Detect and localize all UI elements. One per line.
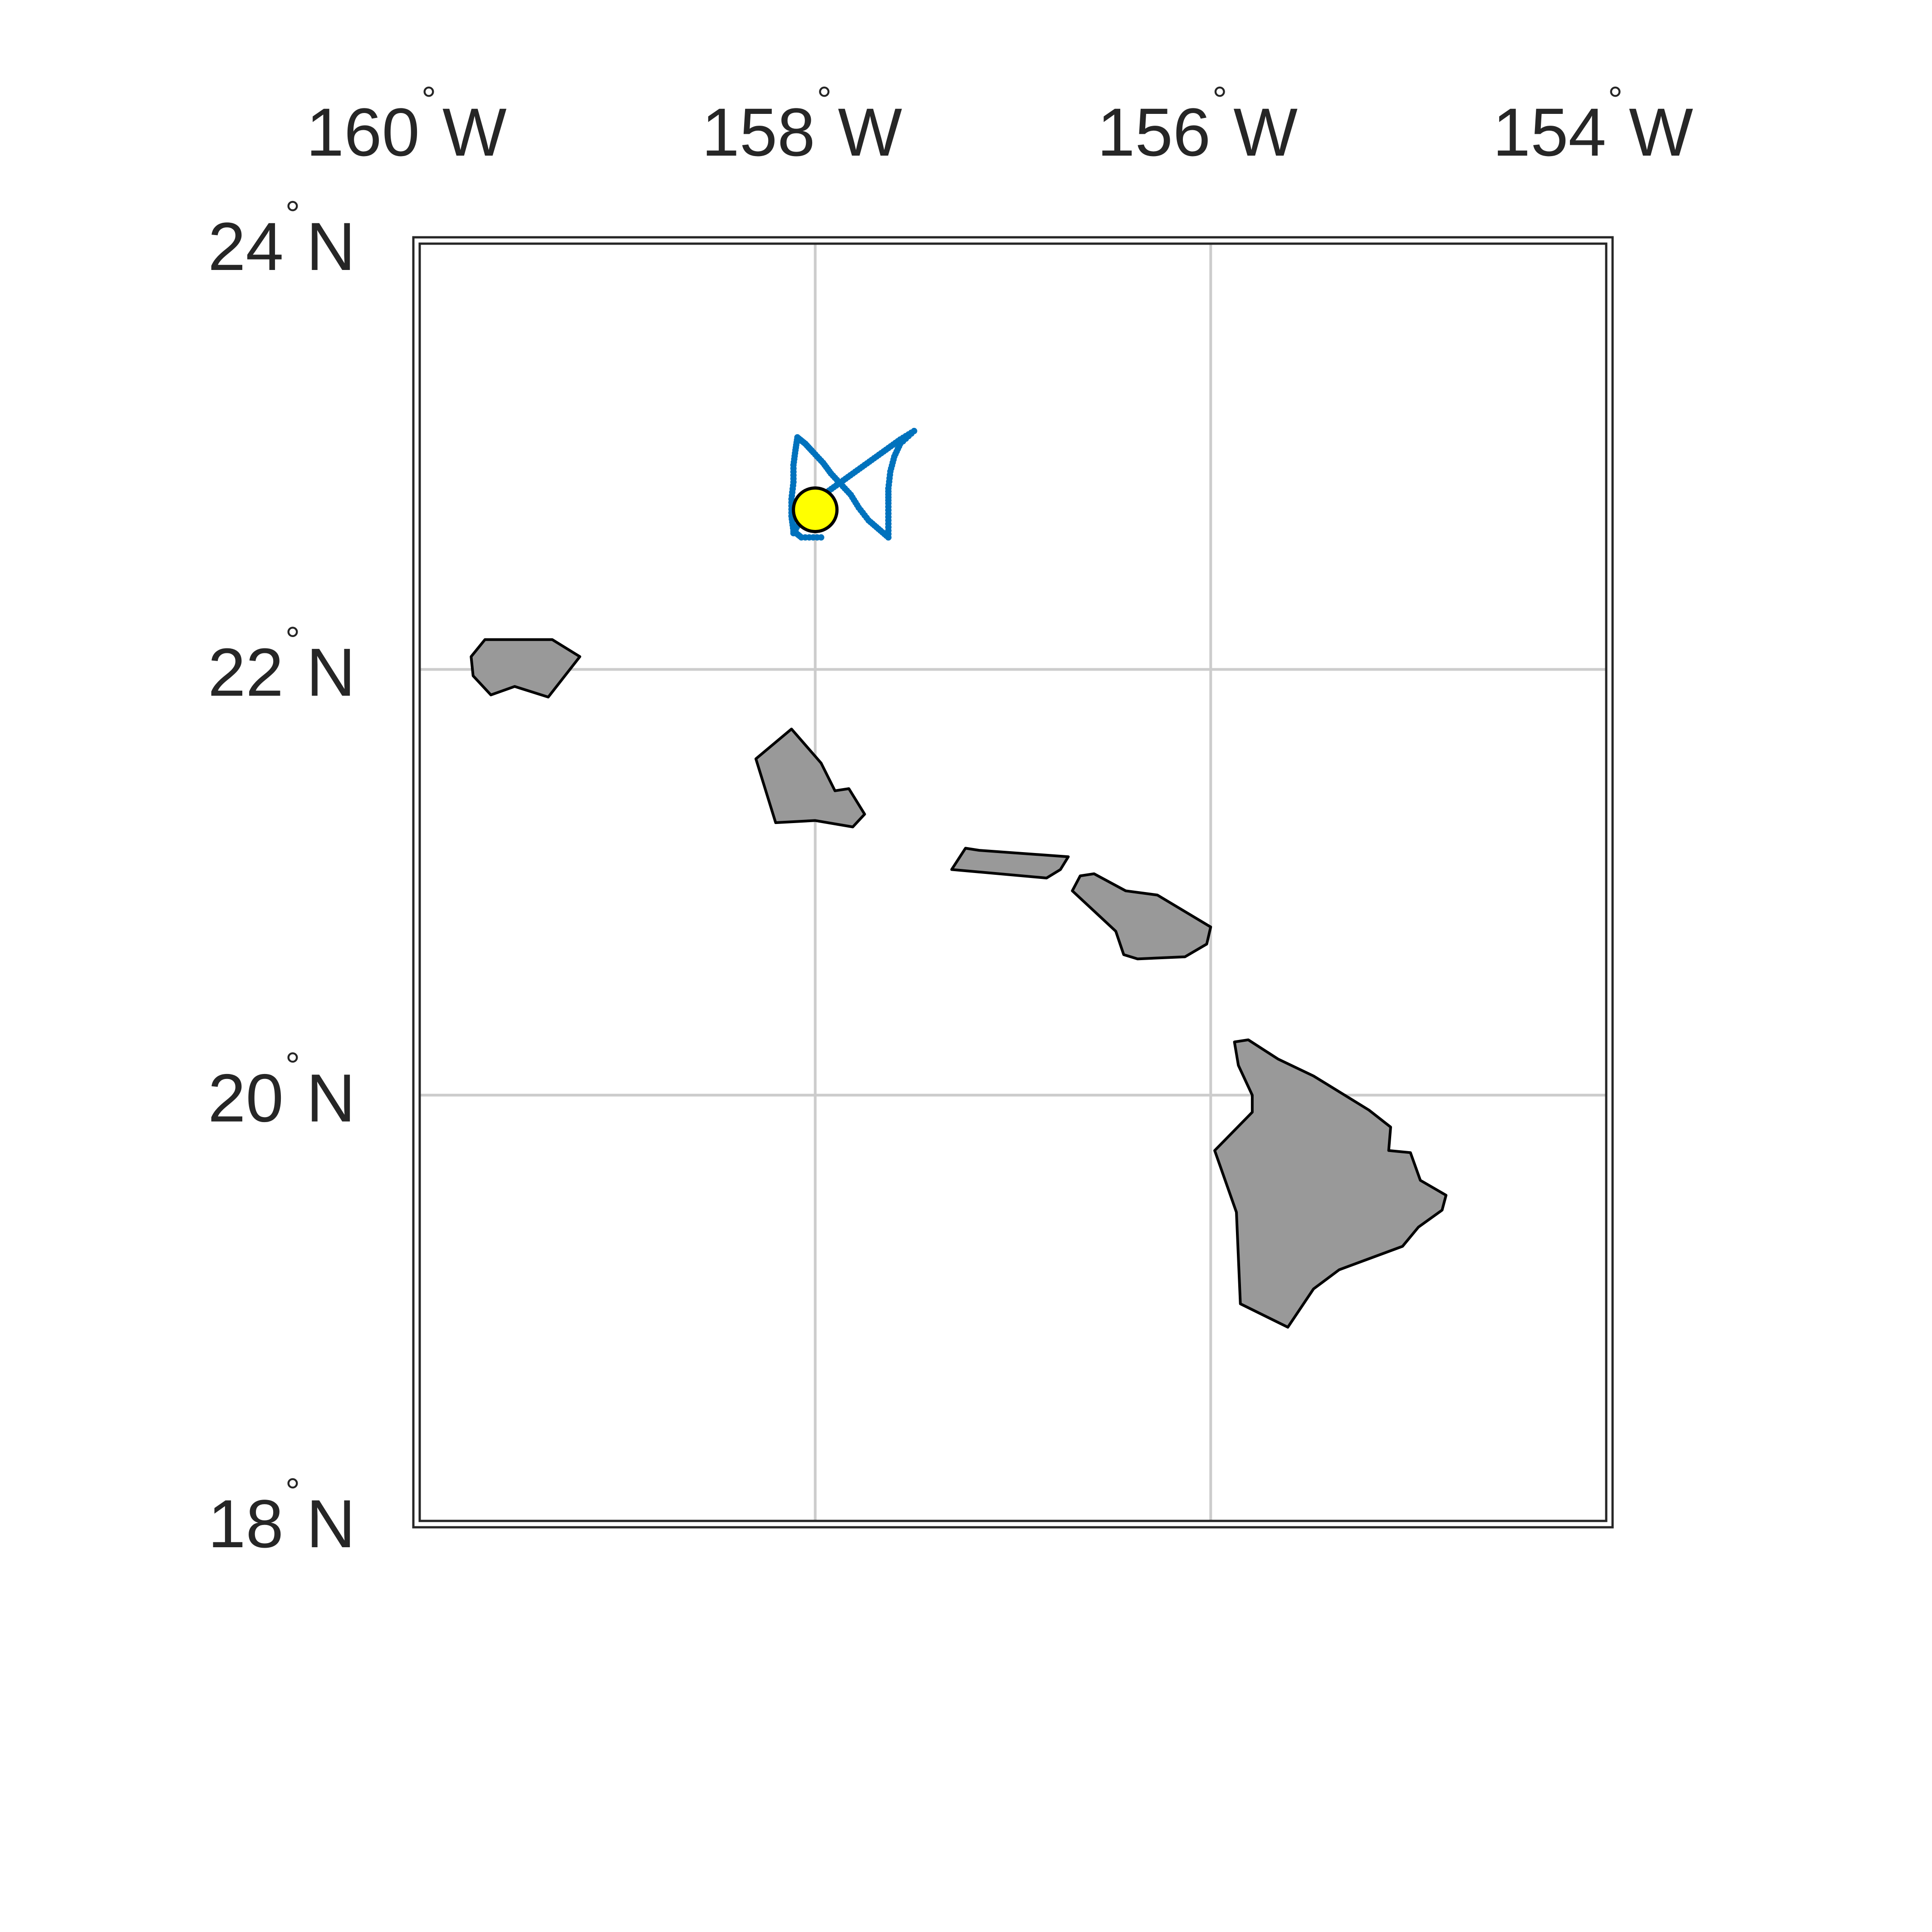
- lon-label-158: 158 ° W: [701, 79, 902, 170]
- degree-symbol: °: [1212, 79, 1227, 121]
- degree-symbol: °: [817, 79, 832, 121]
- lat-label-20: 20 ° N: [208, 1045, 355, 1136]
- tick-degree-value: 154: [1493, 94, 1606, 170]
- island-molokai: [950, 847, 1070, 880]
- tick-hemisphere: W: [1233, 94, 1298, 170]
- lon-label-160: 160 ° W: [306, 79, 507, 170]
- tick-degree-value: 158: [701, 94, 815, 170]
- tick-degree-value: 160: [306, 94, 420, 170]
- tick-hemisphere: N: [306, 1060, 355, 1136]
- longitude-tick-labels: 160 ° W 158 ° W 156 ° W 154 ° W: [306, 79, 1693, 170]
- tick-hemisphere: W: [442, 94, 507, 170]
- degree-symbol: °: [285, 1045, 300, 1087]
- tick-degree-value: 24: [208, 208, 284, 284]
- lat-label-22: 22 ° N: [208, 619, 355, 710]
- degree-symbol: °: [422, 79, 436, 121]
- lat-label-18: 18 ° N: [208, 1471, 355, 1562]
- station-layer: [792, 486, 839, 533]
- tick-degree-value: 22: [208, 634, 284, 710]
- plot-area: [412, 236, 1614, 1529]
- lat-label-24: 24 ° N: [208, 194, 355, 284]
- island-hawaii: [1213, 1038, 1447, 1329]
- degree-symbol: °: [285, 194, 300, 235]
- tick-degree-value: 18: [208, 1486, 284, 1562]
- latitude-tick-labels: 24 ° N22 ° N20 ° N18 ° N: [208, 194, 355, 1562]
- land-layer: [470, 638, 1447, 1329]
- tick-degree-value: 156: [1097, 94, 1211, 170]
- tick-hemisphere: W: [838, 94, 902, 170]
- tick-hemisphere: N: [306, 634, 355, 710]
- map-frame: [412, 236, 1614, 1529]
- tick-hemisphere: N: [306, 1486, 355, 1562]
- track-point: [790, 530, 797, 537]
- island-maui: [1071, 872, 1212, 961]
- tick-hemisphere: N: [306, 208, 355, 284]
- island-kauai: [470, 638, 581, 699]
- axes-background: [420, 244, 1606, 1521]
- tick-hemisphere: W: [1629, 94, 1693, 170]
- island-oahu: [754, 727, 866, 829]
- frame-outer: [412, 236, 1614, 1529]
- degree-symbol: °: [1608, 79, 1623, 121]
- frame-inner: [418, 242, 1608, 1522]
- degree-symbol: °: [285, 1471, 300, 1512]
- degree-symbol: °: [285, 619, 300, 661]
- lon-label-156: 156 ° W: [1097, 79, 1298, 170]
- lon-label-154: 154 ° W: [1493, 79, 1693, 170]
- tick-degree-value: 20: [208, 1060, 284, 1136]
- station-marker: [792, 486, 839, 533]
